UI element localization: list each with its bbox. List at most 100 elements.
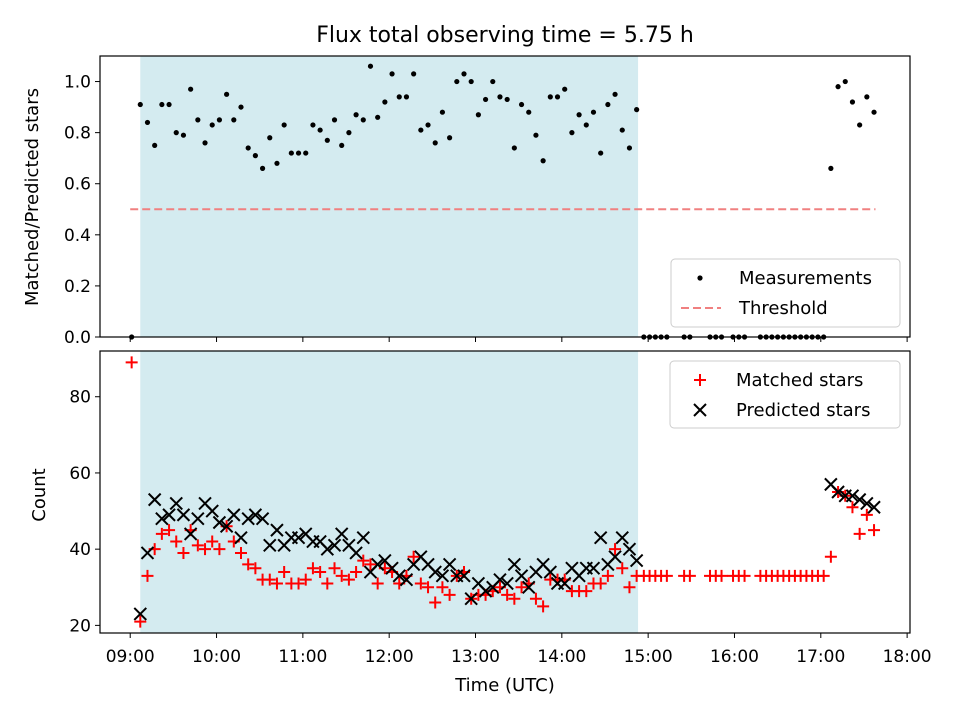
legend-predicted-marker (693, 403, 707, 417)
predicted-star-point (241, 511, 255, 526)
bottom-panel: 20 40 60 80 09:00 10:00 11:00 12:00 13:00 14:00 15… (69, 350, 932, 667)
measurement-point (504, 96, 510, 103)
matched-star-point (213, 543, 226, 556)
measurement-point (511, 145, 517, 151)
predicted-star-point (205, 504, 219, 518)
predicted-star-point (522, 580, 536, 594)
matched-star-point (263, 573, 276, 586)
matched-star-point (170, 535, 183, 548)
measurement-point (396, 94, 402, 100)
matched-star-point (817, 569, 830, 582)
x-tick-label: 12:00 (365, 647, 414, 667)
matched-star-point (738, 569, 751, 582)
measurement-point (518, 101, 525, 108)
matched-star-point (328, 562, 341, 575)
matched-star-point (537, 600, 550, 613)
measurement-point (231, 117, 237, 123)
matched-star-point (580, 585, 593, 598)
measurement-point (461, 71, 467, 77)
measurement-point (418, 127, 424, 133)
matched-star-point (364, 558, 377, 571)
measurement-point (238, 104, 244, 110)
measurement-point (281, 122, 287, 128)
y-tick-label: 80 (69, 388, 91, 408)
matched-star-point (422, 581, 435, 594)
measurement-point (382, 99, 388, 105)
measurement-point (152, 142, 158, 149)
matched-star-point (155, 527, 168, 540)
predicted-star-point (270, 523, 284, 537)
legend-predicted: Predicted stars (736, 400, 870, 421)
measurement-point (202, 140, 208, 146)
top-y-axis-label: Matched/Predicted stars (22, 88, 43, 306)
measurement-point (475, 112, 481, 118)
measurement-point (367, 63, 374, 69)
chart-title: Flux total observing time = 5.75 h (316, 23, 694, 48)
measurement-point (490, 78, 496, 85)
matched-star-point (134, 615, 147, 628)
predicted-star-point (428, 565, 442, 579)
predicted-star-point (514, 569, 529, 583)
predicted-star-point (457, 569, 471, 583)
matched-star-point (270, 577, 283, 590)
measurement-point (144, 119, 151, 126)
matched-star-point (357, 554, 370, 567)
measurement-point (526, 109, 532, 115)
legend-threshold: Threshold (738, 298, 828, 319)
measurement-point (590, 109, 597, 115)
measurement-point (540, 158, 546, 164)
predicted-star-point (845, 489, 860, 503)
predicted-star-point (183, 527, 198, 541)
matched-star-point (242, 558, 255, 571)
predicted-star-point (155, 511, 169, 526)
predicted-star-point (852, 492, 867, 507)
predicted-star-point (867, 500, 881, 514)
measurement-point (425, 122, 431, 128)
top-axes-frame (99, 55, 911, 338)
matched-star-point (278, 566, 291, 579)
predicted-star-point (507, 557, 522, 572)
observing-window-shade (140, 56, 639, 337)
measurement-point (576, 112, 582, 118)
x-axis-label: Time (UTC) (454, 675, 555, 696)
measurement-point (209, 122, 215, 128)
predicted-star-point (263, 538, 277, 553)
matched-star-point (125, 356, 138, 369)
legend-box (670, 258, 901, 328)
measurement-point (583, 122, 589, 128)
measurement-point (195, 117, 201, 123)
legend-box (669, 360, 901, 429)
matched-star-point (508, 592, 521, 605)
matched-star-point (141, 569, 154, 582)
predicted-star-point (586, 561, 601, 575)
top-legend: Measurements Threshold (670, 258, 901, 328)
matched-star-point (429, 596, 442, 609)
matched-star-point (529, 592, 542, 605)
matched-star-point (234, 546, 247, 559)
measurement-point (295, 150, 302, 156)
matched-star-point (163, 524, 176, 537)
measurement-point (569, 130, 575, 136)
matched-star-point (594, 577, 607, 590)
matched-star-point (191, 539, 204, 552)
y-tick-label: 0.2 (64, 277, 91, 297)
matched-star-point (609, 543, 622, 556)
measurement-point (835, 84, 841, 90)
matched-star-point (660, 569, 673, 582)
matched-star-point (515, 581, 528, 594)
top-panel: 0.0 0.2 0.4 0.6 0.8 1.0 Measurements Threshold (64, 55, 911, 348)
predicted-star-point (191, 511, 205, 526)
measurement-point (331, 117, 338, 123)
measurement-point (482, 96, 489, 103)
predicted-star-point (176, 508, 191, 522)
measurement-point (842, 78, 848, 85)
matched-star-point (616, 562, 629, 575)
measurement-point (310, 122, 316, 128)
predicted-star-point (500, 576, 514, 591)
measurement-point (259, 165, 266, 171)
measurement-point (547, 94, 553, 100)
x-tick-label: 16:00 (710, 647, 759, 667)
y-tick-label: 40 (69, 540, 91, 560)
matched-star-point (436, 581, 449, 594)
